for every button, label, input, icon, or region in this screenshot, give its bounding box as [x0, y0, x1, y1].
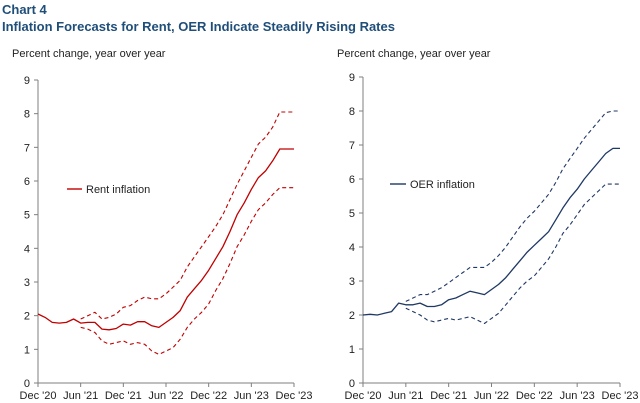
y-tick-label: 2	[349, 310, 355, 322]
y-tick-label: 8	[24, 109, 30, 121]
y-tick-label: 0	[349, 378, 355, 390]
x-tick-label: Jun '21	[63, 390, 98, 402]
y-tick-label: 6	[24, 176, 30, 188]
y-tick-label: 2	[24, 311, 30, 323]
x-tick-label: Dec '21	[430, 390, 467, 402]
y-tick-label: 4	[349, 242, 355, 254]
x-tick-label: Jun '21	[388, 390, 423, 402]
y-tick-label: 7	[24, 142, 30, 154]
x-tick-label: Jun '23	[234, 390, 269, 402]
y-tick-label: 6	[349, 174, 355, 186]
x-tick-label: Jun '23	[560, 390, 595, 402]
y-tick-label: 9	[24, 75, 30, 87]
y-tick-label: 1	[349, 344, 355, 356]
legend-label: OER inflation	[410, 179, 475, 191]
x-tick-label: Jun '22	[474, 390, 509, 402]
series-line-oer-inflation	[362, 147, 620, 316]
legend-entry: OER inflation	[390, 179, 475, 191]
chart-title: Inflation Forecasts for Rent, OER Indica…	[2, 19, 395, 34]
x-tick-label: Jun '22	[148, 390, 183, 402]
y-tick-label: 0	[24, 378, 30, 390]
series-line-rent-inflation	[37, 148, 294, 331]
chart-panel-2: Percent change, year over year 0 1 2 3 4 5 6 7 8 9…	[337, 48, 638, 402]
series-line-oer-lower-band	[405, 183, 620, 325]
y-tick-label: 9	[349, 72, 355, 84]
y-axis-label: Percent change, year over year	[337, 48, 491, 60]
y-tick-label: 3	[24, 277, 30, 289]
x-tick-label: Dec '23	[602, 390, 639, 402]
x-tick-label: Dec '20	[20, 390, 57, 402]
x-tick-label: Dec '20	[345, 390, 382, 402]
y-tick-label: 1	[24, 344, 30, 356]
chart-number: Chart 4	[2, 2, 47, 17]
chart-panel-1: Percent change, year over year 0 1 2 3 4 5 6 7 8 9…	[12, 48, 312, 402]
y-tick-label: 8	[349, 106, 355, 118]
x-tick-label: Dec '22	[190, 390, 227, 402]
chart-header: Chart 4 Inflation Forecasts for Rent, OE…	[2, 1, 395, 35]
y-tick-label: 7	[349, 140, 355, 152]
y-axis-label: Percent change, year over year	[12, 48, 166, 60]
y-tick-label: 5	[24, 210, 30, 222]
y-tick-label: 5	[349, 208, 355, 220]
series-line-oer-upper-band	[405, 110, 620, 302]
series-line-rent-lower-band	[80, 187, 294, 355]
legend-entry: Rent inflation	[67, 184, 150, 196]
series-line-rent-upper-band	[80, 111, 294, 320]
x-tick-label: Dec '22	[516, 390, 553, 402]
x-tick-label: Dec '23	[276, 390, 313, 402]
x-tick-label: Dec '21	[105, 390, 142, 402]
legend-label: Rent inflation	[86, 184, 150, 196]
y-tick-label: 4	[24, 243, 30, 255]
y-tick-label: 3	[349, 276, 355, 288]
